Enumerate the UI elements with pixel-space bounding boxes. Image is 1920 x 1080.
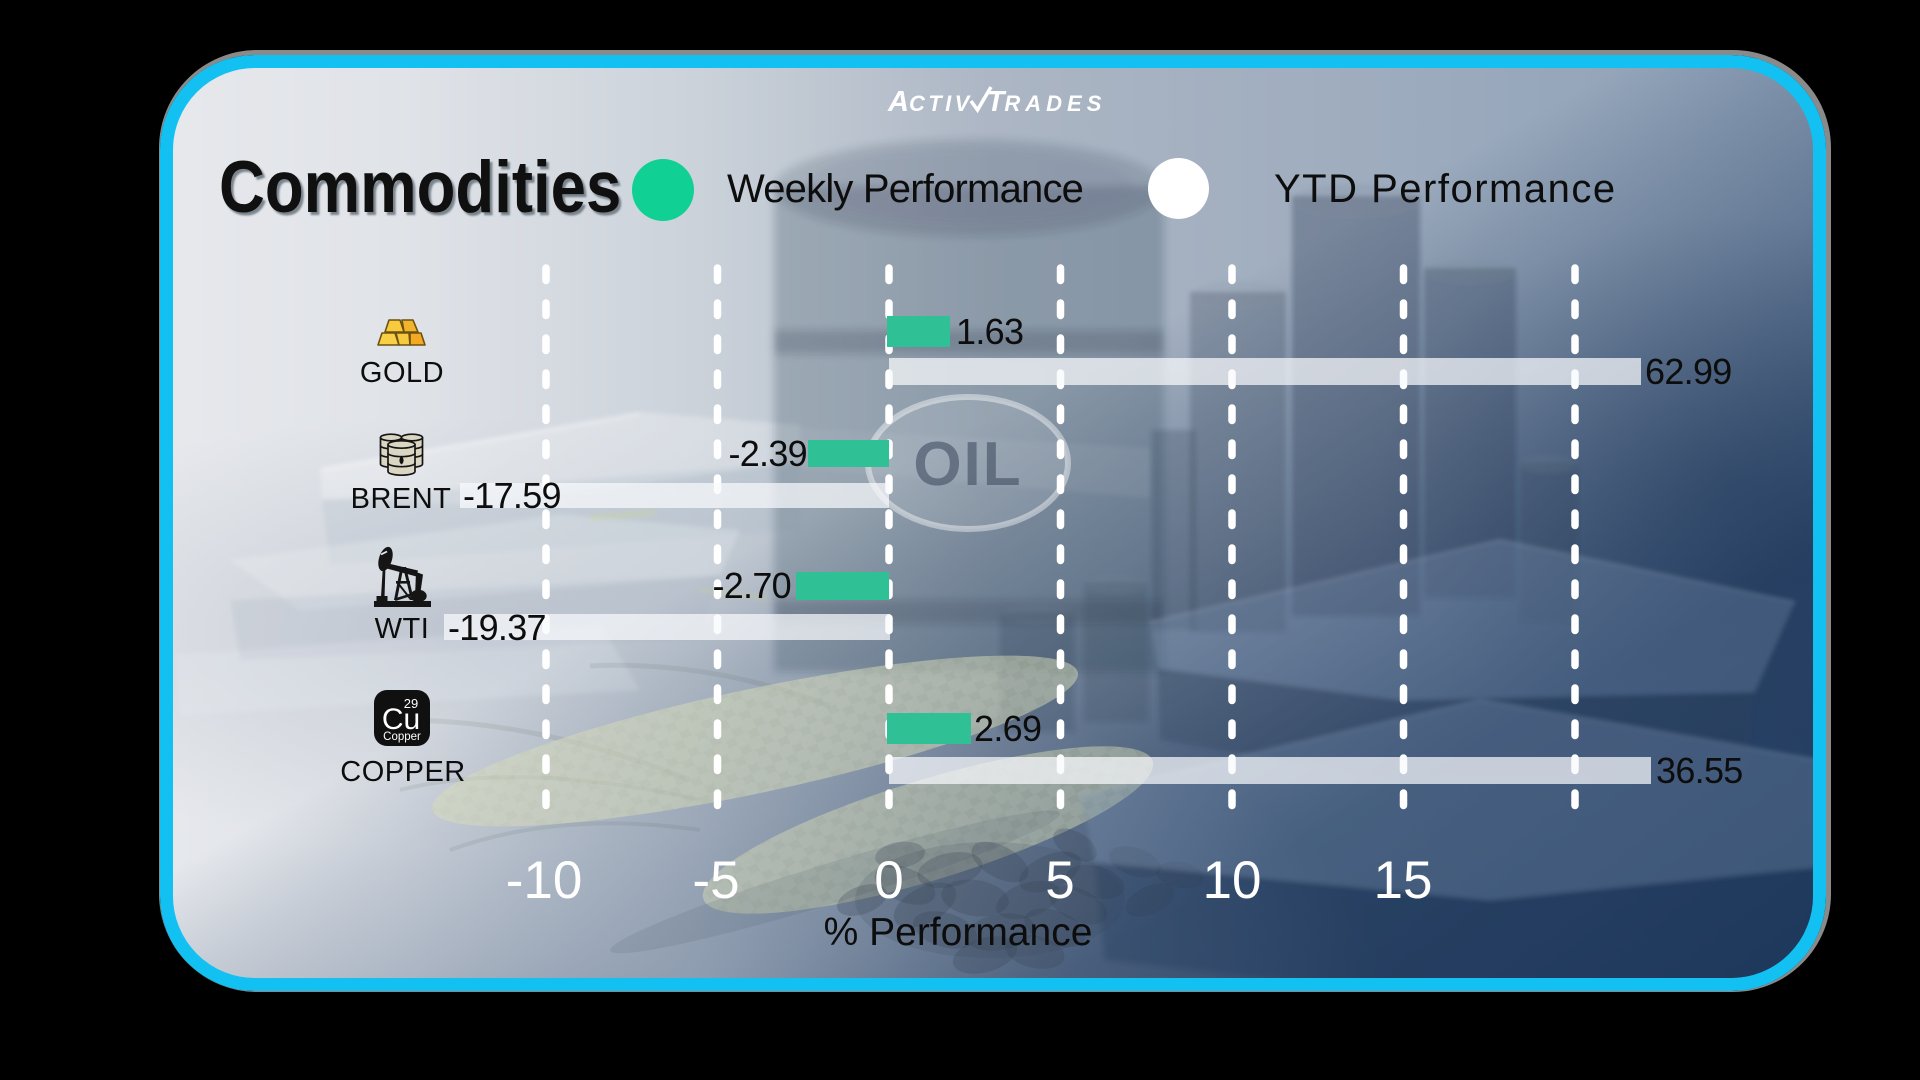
svg-text:Copper: Copper xyxy=(383,731,421,743)
svg-text:OIL: OIL xyxy=(913,430,1022,499)
svg-text:Cu: Cu xyxy=(382,703,420,736)
svg-text:29: 29 xyxy=(404,696,418,711)
